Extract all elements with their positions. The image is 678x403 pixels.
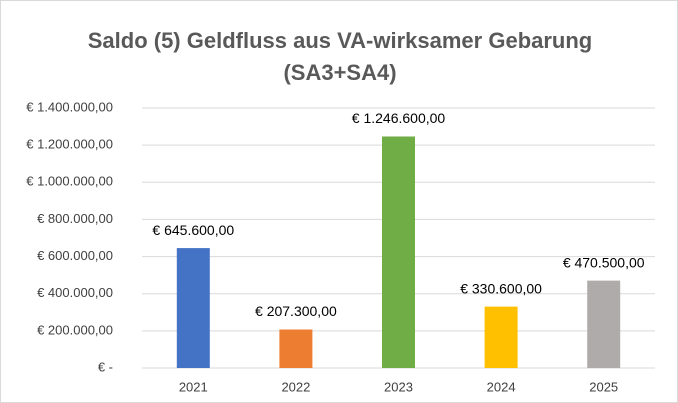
data-label: € 330.600,00 [460, 280, 542, 296]
x-tick-label: 2023 [384, 379, 413, 394]
bar [279, 329, 313, 368]
bar [587, 280, 621, 368]
y-tick-label: € 1.400.000,00 [26, 99, 113, 114]
x-tick-label: 2024 [487, 379, 516, 394]
x-tick-label: 2021 [179, 379, 208, 394]
bar [382, 136, 415, 368]
chart-title: (SA3+SA4) [283, 60, 396, 85]
y-tick-label: € 200.000,00 [37, 322, 113, 337]
data-label: € 1.246.600,00 [352, 110, 446, 126]
data-label: € 645.600,00 [152, 222, 234, 238]
y-tick-label: € 400.000,00 [37, 285, 113, 300]
data-label: € 470.500,00 [563, 254, 645, 270]
y-tick-label: € - [98, 359, 113, 374]
y-tick-label: € 1.000.000,00 [26, 174, 113, 189]
bar [484, 306, 518, 368]
bar [176, 248, 210, 368]
y-tick-label: € 800.000,00 [37, 211, 113, 226]
x-tick-label: 2022 [281, 379, 310, 394]
y-tick-label: € 600.000,00 [37, 248, 113, 263]
data-label: € 207.300,00 [255, 303, 337, 319]
x-tick-label: 2025 [589, 379, 618, 394]
y-tick-label: € 1.200.000,00 [26, 137, 113, 152]
chart-title: Saldo (5) Geldfluss aus VA-wirksamer Geb… [88, 28, 593, 53]
